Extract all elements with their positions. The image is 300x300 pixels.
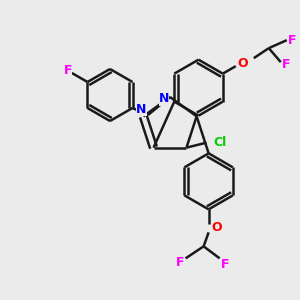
Text: F: F bbox=[220, 258, 229, 271]
Text: O: O bbox=[238, 57, 248, 70]
Text: O: O bbox=[211, 221, 222, 234]
Text: Cl: Cl bbox=[214, 136, 227, 149]
Text: F: F bbox=[176, 256, 184, 269]
Text: F: F bbox=[64, 64, 72, 77]
Text: N: N bbox=[136, 103, 147, 116]
Text: F: F bbox=[287, 34, 296, 47]
Text: F: F bbox=[281, 58, 290, 71]
Text: N: N bbox=[159, 92, 169, 106]
